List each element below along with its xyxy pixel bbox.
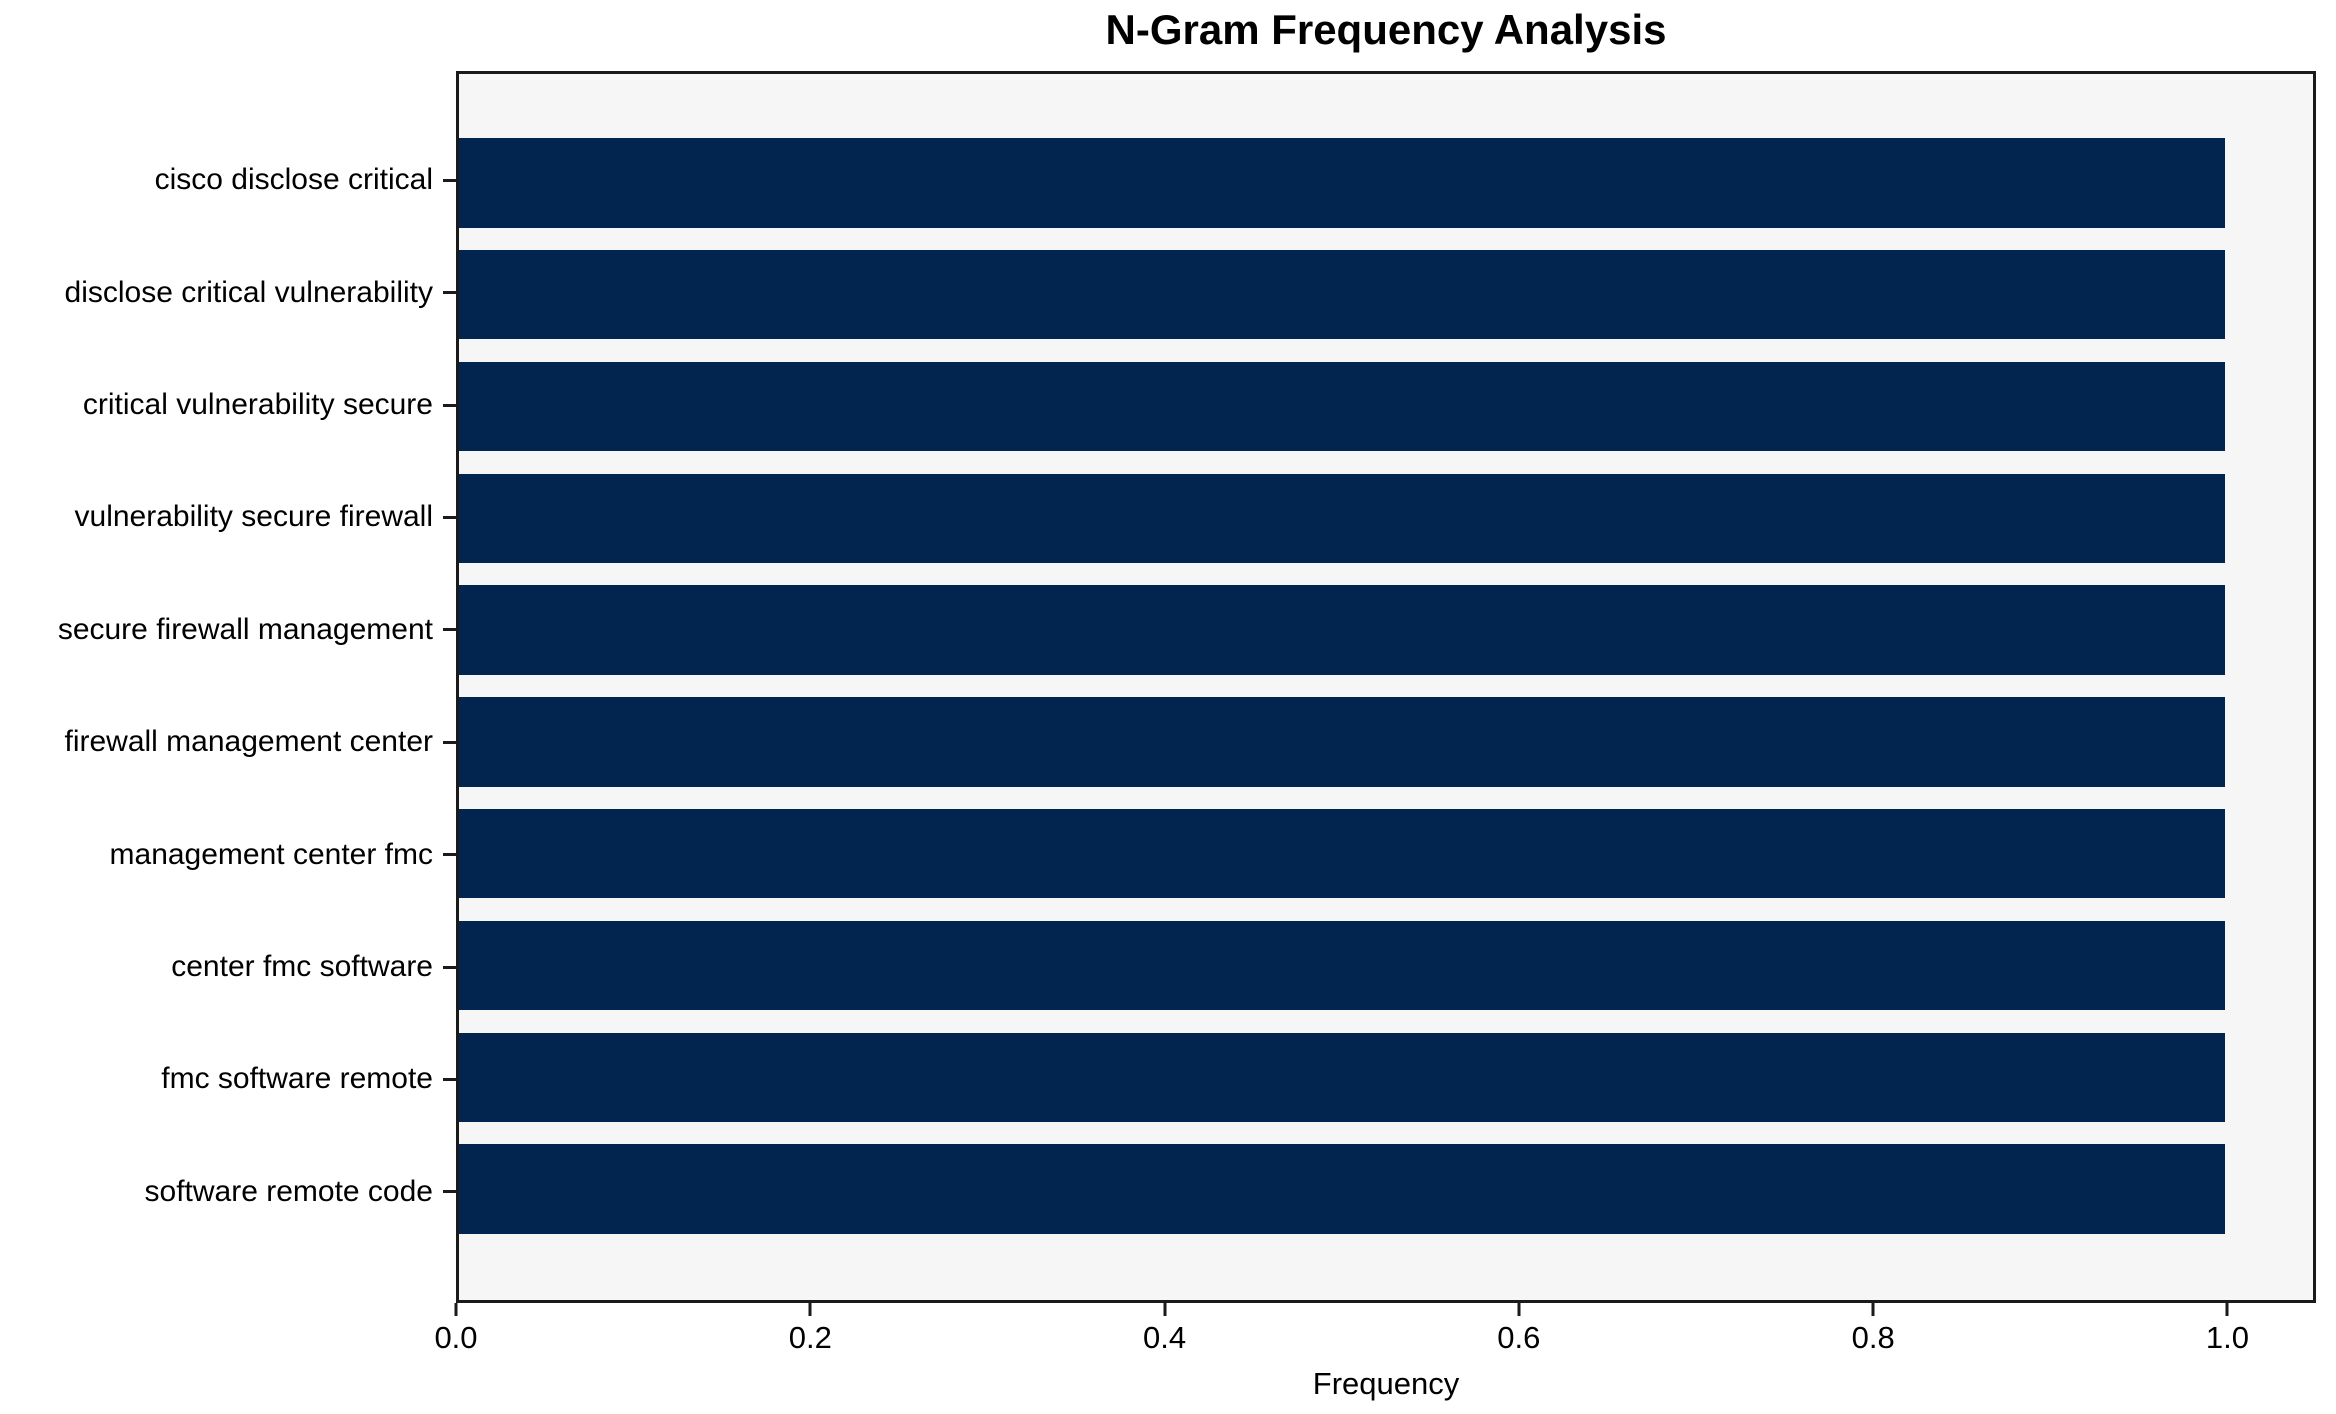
- x-tick-label: 0.2: [788, 1320, 832, 1355]
- y-tick-row: vulnerability secure firewall: [0, 461, 456, 573]
- y-tick-label: critical vulnerability secure: [82, 388, 433, 422]
- y-tick-mark: [443, 1077, 456, 1081]
- x-tick-label: 0.0: [434, 1320, 478, 1355]
- y-tick-label: fmc software remote: [161, 1062, 433, 1096]
- y-tick-row: disclose critical vulnerability: [0, 236, 456, 348]
- y-tick-row: center fmc software: [0, 911, 456, 1023]
- chart-title: N-Gram Frequency Analysis: [1105, 6, 1667, 53]
- y-tick-row: management center fmc: [0, 798, 456, 910]
- bar: [459, 473, 2225, 563]
- bar: [459, 585, 2225, 675]
- y-tick-label: cisco disclose critical: [154, 163, 433, 197]
- bar-row: [459, 686, 2313, 798]
- y-tick-mark: [443, 178, 456, 182]
- y-tick-label: software remote code: [144, 1174, 433, 1208]
- x-tick-label: 0.6: [1497, 1320, 1541, 1355]
- y-tick-mark: [443, 1190, 456, 1194]
- bar-row: [459, 1133, 2313, 1245]
- x-axis-label: Frequency: [1312, 1366, 1460, 1401]
- bar-row: [459, 239, 2313, 351]
- bar-row: [459, 127, 2313, 239]
- y-tick-row: secure firewall management: [0, 574, 456, 686]
- y-tick-mark: [443, 740, 456, 744]
- bar: [459, 249, 2225, 340]
- bar: [459, 697, 2225, 787]
- y-tick-label: disclose critical vulnerability: [64, 275, 433, 309]
- bars-container: [459, 74, 2313, 1300]
- x-tick-mark: [808, 1303, 812, 1316]
- x-tick-mark: [1163, 1303, 1167, 1316]
- x-tick-mark: [1871, 1303, 1875, 1316]
- y-tick-row: firewall management center: [0, 686, 456, 798]
- bar: [459, 1144, 2225, 1234]
- y-tick-label: center fmc software: [171, 950, 433, 984]
- y-axis-labels: cisco disclose critical disclose critical…: [0, 71, 456, 1303]
- y-tick-mark: [443, 515, 456, 519]
- x-tick-label: 1.0: [2205, 1320, 2249, 1355]
- y-tick-mark: [443, 965, 456, 969]
- y-tick-mark: [443, 291, 456, 295]
- bar-row: [459, 798, 2313, 910]
- y-tick-mark: [443, 853, 456, 857]
- y-tick-label: management center fmc: [109, 837, 433, 871]
- x-tick-label: 0.8: [1851, 1320, 1895, 1355]
- bar-row: [459, 351, 2313, 463]
- y-tick-row: cisco disclose critical: [0, 124, 456, 236]
- y-tick-row: software remote code: [0, 1136, 456, 1248]
- bar-row: [459, 574, 2313, 686]
- plot-area: [456, 71, 2316, 1303]
- bar: [459, 920, 2225, 1011]
- bar: [459, 138, 2225, 228]
- bar: [459, 361, 2225, 452]
- x-tick-mark: [1517, 1303, 1521, 1316]
- y-tick-mark: [443, 403, 456, 407]
- y-tick-row: critical vulnerability secure: [0, 349, 456, 461]
- x-tick-mark: [2225, 1303, 2229, 1316]
- bar: [459, 808, 2225, 899]
- bar-row: [459, 1021, 2313, 1133]
- bar-row: [459, 462, 2313, 574]
- x-tick-mark: [454, 1303, 458, 1316]
- y-tick-label: firewall management center: [64, 725, 433, 759]
- y-tick-mark: [443, 628, 456, 632]
- x-tick-label: 0.4: [1143, 1320, 1187, 1355]
- y-tick-label: secure firewall management: [57, 612, 433, 646]
- y-tick-label: vulnerability secure firewall: [74, 500, 433, 534]
- bar: [459, 1032, 2225, 1122]
- bar-row: [459, 910, 2313, 1022]
- y-tick-row: fmc software remote: [0, 1023, 456, 1135]
